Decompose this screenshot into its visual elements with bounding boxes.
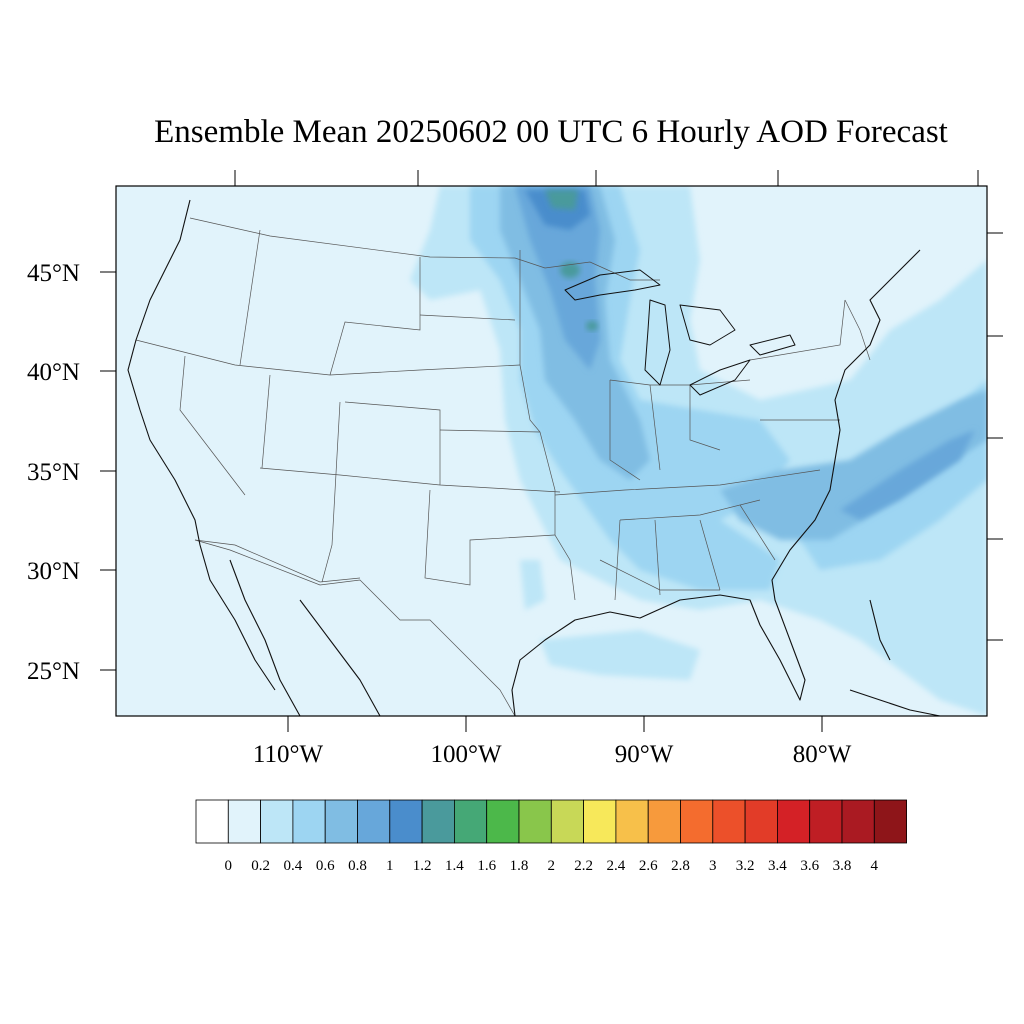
- colorbar-swatch: [486, 799, 520, 844]
- colorbar-swatch: [518, 799, 552, 844]
- colorbar-tick-label: 3.2: [736, 858, 755, 874]
- colorbar-tick-label: 1.2: [413, 858, 432, 874]
- colorbar-tick-label: 3.8: [833, 858, 852, 874]
- colorbar-tick-label: 1.4: [445, 858, 464, 874]
- figure-title: Ensemble Mean 20250602 00 UTC 6 Hourly A…: [154, 114, 948, 150]
- colorbar-swatch: [389, 799, 423, 844]
- lat-label: 45°N: [27, 260, 80, 287]
- colorbar-tick-label: 2: [548, 858, 556, 874]
- colorbar-tick-label: 3.6: [800, 858, 819, 874]
- lon-label: 80°W: [793, 741, 852, 768]
- colorbar-tick-label: 2.4: [607, 858, 626, 874]
- map-boundaries: [127, 199, 941, 716]
- colorbar-tick-label: 1: [386, 858, 394, 874]
- colorbar-tick-label: 2.8: [671, 858, 690, 874]
- map-panel: 110°W 100°W 90°W 80°W 45°N 40°N 35°N 30°…: [27, 170, 1003, 768]
- aod-field: [410, 186, 987, 716]
- colorbar-swatch: [292, 799, 326, 844]
- map-ticks: [100, 170, 1003, 732]
- map-frame: [115, 185, 988, 717]
- colorbar-tick-label: 4: [871, 858, 879, 874]
- colorbar-tick-label: 2.2: [574, 858, 593, 874]
- colorbar-tick-label: 0.2: [251, 858, 270, 874]
- colorbar-tick-label: 3: [709, 858, 717, 874]
- lat-label: 30°N: [27, 558, 80, 585]
- lat-label: 40°N: [27, 359, 80, 386]
- colorbar-swatch: [227, 799, 262, 844]
- colorbar-swatch: [324, 799, 358, 844]
- lon-label: 90°W: [615, 741, 674, 768]
- colorbar-swatch: [453, 799, 488, 844]
- colorbar-swatch: [873, 799, 907, 844]
- lat-label: 25°N: [27, 658, 80, 685]
- latitude-labels: 45°N 40°N 35°N 30°N 25°N: [27, 260, 80, 685]
- longitude-labels: 110°W 100°W 90°W 80°W: [253, 741, 852, 768]
- colorbar-swatch: [712, 799, 746, 844]
- colorbar-swatch: [357, 799, 391, 844]
- colorbar-swatch: [680, 799, 714, 844]
- colorbar-labels: 0 0.2 0.4 0.6 0.8 1 1.2 1.4 1.6 1.8 2 2.2 2.4 2.6 2.8 3…: [225, 858, 879, 874]
- colorbar-tick-label: 2.6: [639, 858, 658, 874]
- colorbar-tick-label: 0: [225, 858, 233, 874]
- colorbar-swatch: [421, 799, 455, 844]
- colorbar-tick-label: 0.4: [284, 858, 303, 874]
- colorbar-swatch: [841, 799, 875, 844]
- colorbar-tick-label: 0.6: [316, 858, 335, 874]
- colorbar-swatch: [260, 799, 294, 844]
- colorbar-swatch: [647, 799, 681, 844]
- colorbar-swatch: [195, 799, 229, 844]
- colorbar-tick-label: 3.4: [768, 858, 787, 874]
- colorbar-swatch: [744, 799, 778, 844]
- colorbar-swatch: [550, 799, 584, 844]
- lat-label: 35°N: [27, 459, 80, 486]
- colorbar-swatch: [583, 799, 617, 844]
- colorbar-swatch: [615, 799, 649, 844]
- aod-colorbar: [195, 799, 907, 844]
- colorbar-tick-label: 1.6: [477, 858, 496, 874]
- aod-band-0-8-1: [515, 186, 975, 520]
- aod-band-1-2-1-4: [545, 190, 598, 331]
- colorbar-tick-label: 1.8: [510, 858, 529, 874]
- colorbar-swatch: [809, 799, 843, 844]
- lon-label: 110°W: [253, 741, 324, 768]
- colorbar-tick-label: 0.8: [348, 858, 367, 874]
- colorbar-swatch: [777, 799, 811, 844]
- lon-label: 100°W: [430, 741, 501, 768]
